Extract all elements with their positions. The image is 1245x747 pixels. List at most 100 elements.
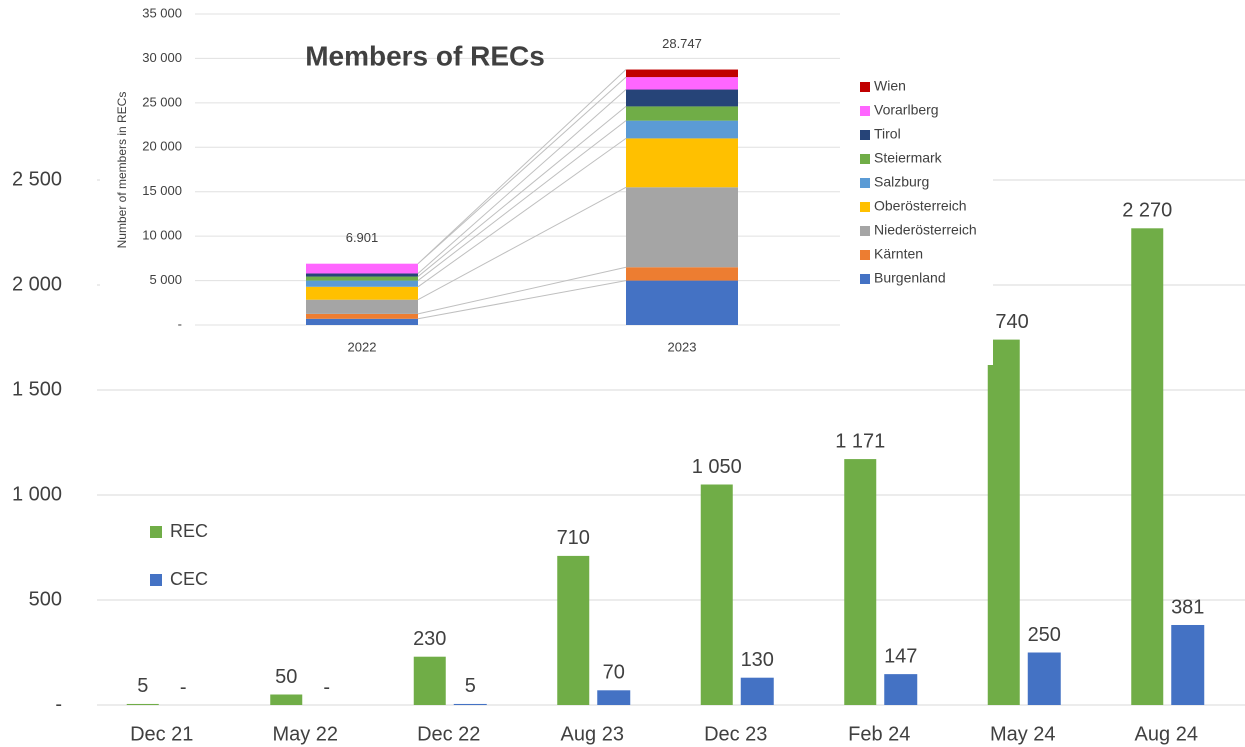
y-tick-label: 35 000	[142, 5, 182, 20]
connector	[417, 280, 627, 320]
bar	[413, 656, 446, 705]
stack-segment	[626, 187, 738, 268]
data-label: 70	[603, 662, 625, 684]
stack-segment	[306, 318, 418, 325]
data-label: 381	[1171, 596, 1204, 618]
stack-segment	[306, 263, 418, 274]
legend-label: Kärnten	[874, 246, 923, 262]
data-label: 1 050	[692, 456, 742, 478]
stack-segment	[306, 280, 418, 287]
legend-swatch	[860, 250, 870, 260]
x-tick-label: Aug 23	[561, 723, 624, 745]
legend-swatch	[860, 154, 870, 164]
stack-segment	[626, 106, 738, 121]
data-label: 2 270	[1122, 200, 1172, 222]
bar	[987, 339, 1020, 705]
legend-label: Salzburg	[874, 174, 929, 190]
legend-label: Niederösterreich	[874, 222, 977, 238]
connector	[417, 69, 627, 265]
x-tick-label: Dec 22	[417, 723, 480, 745]
data-label: 250	[1028, 624, 1061, 646]
y-tick-label: 1 000	[12, 483, 62, 505]
stack-segment	[626, 120, 738, 139]
stack-segment	[306, 286, 418, 300]
y-tick-label: 20 000	[142, 139, 182, 154]
stack-segment	[626, 89, 738, 107]
y-tick-label: 1 500	[12, 378, 62, 400]
connector	[417, 120, 627, 281]
connector	[417, 137, 627, 288]
legend-label: Burgenland	[874, 270, 946, 286]
legend-label: Wien	[874, 78, 906, 94]
bar	[270, 694, 303, 705]
y-tick-label: 15 000	[142, 183, 182, 198]
legend-swatch	[860, 202, 870, 212]
y-axis-label: Number of members in RECs	[115, 92, 129, 249]
legend-label: Tirol	[874, 126, 901, 142]
connector	[417, 106, 627, 277]
chart-title: Members of RECs	[305, 40, 545, 71]
bar	[844, 459, 877, 705]
y-tick-label: -	[55, 693, 62, 715]
bar	[126, 703, 159, 705]
y-tick-label: -	[178, 316, 182, 331]
legend-swatch	[860, 106, 870, 116]
legend-swatch	[860, 178, 870, 188]
y-tick-label: 30 000	[142, 50, 182, 65]
x-tick-label: Dec 21	[130, 723, 193, 745]
data-label: -	[180, 676, 187, 698]
legend-label: Steiermark	[874, 150, 943, 166]
y-tick-label: 500	[29, 588, 62, 610]
stack-segment	[626, 280, 738, 325]
connector	[417, 76, 627, 265]
legend-swatch	[150, 574, 162, 586]
legend-swatch	[860, 82, 870, 92]
legend-swatch	[150, 526, 162, 538]
legend-label: REC	[170, 521, 208, 541]
bar	[1171, 624, 1205, 705]
bar	[557, 555, 590, 705]
legend-label: CEC	[170, 569, 208, 589]
x-tick-label: May 22	[272, 723, 338, 745]
y-tick-label: 2 500	[12, 168, 62, 190]
data-label: 230	[413, 628, 446, 650]
stack-segment	[306, 276, 418, 281]
bar	[700, 484, 733, 705]
legend-swatch	[860, 130, 870, 140]
connector	[417, 266, 627, 315]
data-label: 5	[465, 675, 476, 697]
connector	[417, 89, 627, 274]
data-label: 1 171	[835, 430, 885, 452]
bar	[597, 690, 631, 705]
data-label: 5	[137, 675, 148, 697]
connector	[417, 186, 627, 301]
bar	[740, 677, 774, 705]
total-label: 6.901	[346, 230, 379, 245]
data-label: 710	[557, 527, 590, 549]
stack-segment	[626, 267, 738, 281]
x-tick-label: 2022	[348, 339, 377, 354]
total-label: 28.747	[662, 36, 702, 51]
data-label: 50	[275, 666, 297, 688]
stack-segment	[306, 313, 418, 319]
stack-segment	[626, 69, 738, 78]
y-tick-label: 2 000	[12, 273, 62, 295]
y-tick-label: 5 000	[149, 272, 182, 287]
x-tick-label: Aug 24	[1135, 723, 1198, 745]
bar	[884, 674, 918, 705]
legend-label: Vorarlberg	[874, 102, 939, 118]
y-tick-label: 10 000	[142, 228, 182, 243]
x-tick-label: May 24	[990, 723, 1056, 745]
y-tick-label: 25 000	[142, 94, 182, 109]
inset-background	[100, 0, 993, 365]
bar	[453, 703, 487, 705]
stack-segment	[306, 273, 418, 277]
x-tick-label: 2023	[668, 339, 697, 354]
data-label: 130	[741, 649, 774, 671]
legend-label: Oberösterreich	[874, 198, 967, 214]
legend-swatch	[860, 226, 870, 236]
legend-swatch	[860, 274, 870, 284]
bar	[1131, 228, 1164, 706]
stack-segment	[306, 299, 418, 314]
